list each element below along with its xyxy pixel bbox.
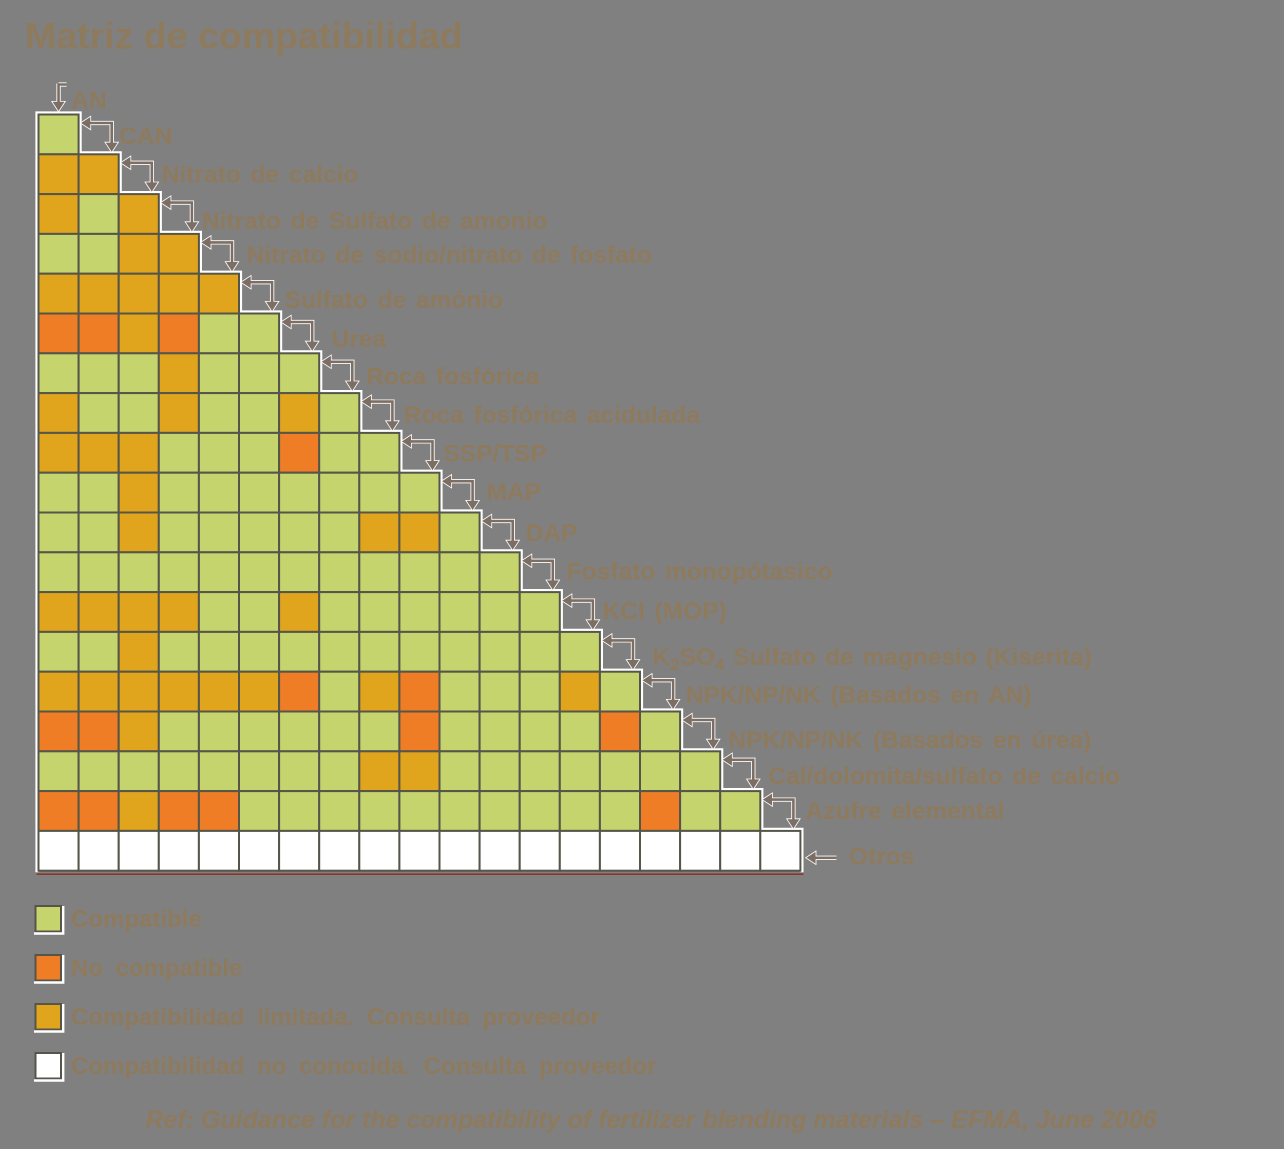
svg-text:No compatible: No compatible (71, 955, 242, 982)
svg-text:Urea: Urea (332, 326, 387, 353)
svg-text:AN: AN (71, 88, 106, 115)
svg-text:Fosfato monopótasico: Fosfato monopótasico (567, 559, 833, 586)
svg-text:CAN: CAN (119, 123, 172, 150)
svg-text:Compatible: Compatible (71, 906, 202, 933)
svg-text:Nitrato de sodio/nitrato de fo: Nitrato de sodio/nitrato de fosfato (247, 242, 652, 269)
svg-text:DAP: DAP (526, 520, 578, 547)
svg-text:Sulfato de amónio: Sulfato de amónio (285, 287, 503, 314)
svg-text:Roca fosfórica acidulada: Roca fosfórica acidulada (404, 402, 700, 429)
svg-text:NPK/NP/NK (Basados en úrea): NPK/NP/NK (Basados en úrea) (728, 727, 1091, 754)
svg-text:K2SO4 Sulfato de magnesio (Kis: K2SO4 Sulfato de magnesio (Kiserita) (652, 644, 1091, 674)
svg-text:Roca fosfórica: Roca fosfórica (366, 363, 540, 390)
svg-text:KCl (MOP): KCl (MOP) (603, 598, 727, 625)
svg-text:Otros: Otros (849, 844, 914, 871)
svg-text:MAP: MAP (486, 479, 540, 506)
svg-text:NPK/NP/NK (Basados en AN): NPK/NP/NK (Basados en AN) (686, 682, 1032, 709)
svg-text:Cal/dolomita/sulfato de calcio: Cal/dolomita/sulfato de calcio (768, 763, 1120, 790)
svg-text:Azufre elemental: Azufre elemental (805, 798, 1004, 825)
svg-text:Ref: Guidance for the compatib: Ref: Guidance for the compatibility of f… (145, 1106, 1157, 1134)
svg-text:Nitrato de Sulfato de amonio: Nitrato de Sulfato de amonio (202, 208, 548, 235)
svg-text:SSP/TSP: SSP/TSP (443, 441, 546, 468)
svg-text:Compatibilidad no conocida. Co: Compatibilidad no conocida. Consulta pro… (71, 1053, 656, 1080)
svg-text:Matriz de compatibilidad: Matriz de compatibilidad (25, 15, 463, 57)
svg-text:Nitrato de calcio: Nitrato de calcio (162, 162, 359, 189)
svg-text:Compatibilidad limitada. Consu: Compatibilidad limitada. Consulta provee… (71, 1004, 600, 1031)
